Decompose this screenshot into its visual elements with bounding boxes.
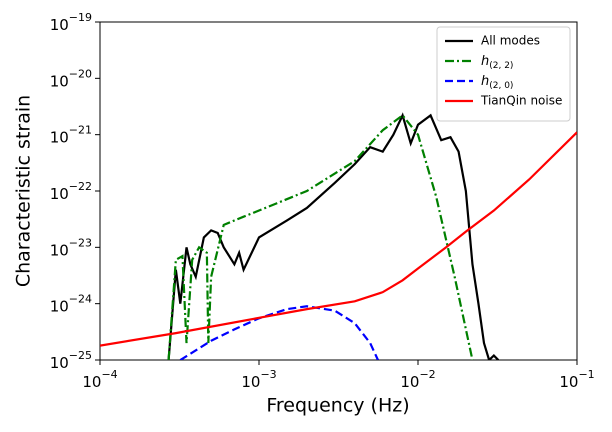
series-line	[167, 112, 500, 360]
y-axis-title: Characteristic strain	[13, 95, 35, 287]
y-tick-label: 10−25	[50, 349, 92, 372]
legend-box	[436, 26, 571, 122]
legend-label: h(2, 0)	[481, 74, 513, 91]
legend-label: h(2, 2)	[481, 54, 513, 71]
x-tick-label: 10−3	[241, 368, 276, 391]
y-tick-label: 10−21	[50, 124, 92, 147]
x-tick-label: 10−2	[400, 368, 435, 391]
series-line	[167, 113, 474, 360]
series-line	[179, 305, 379, 360]
x-axis-title: Frequency (Hz)	[266, 395, 409, 417]
x-tick-label: 10−4	[82, 368, 117, 391]
series-line	[100, 131, 577, 347]
y-tick-label: 10−23	[50, 236, 92, 258]
legend-label: TianQin noise	[480, 94, 562, 108]
y-tick-label: 10−24	[50, 293, 92, 316]
y-tick-label: 10−20	[50, 67, 92, 90]
y-tick-label: 10−22	[50, 180, 92, 203]
legend: All modes h(2, 2) h(2, 0) TianQin noise	[436, 26, 571, 122]
lines	[100, 112, 577, 360]
x-tick-label: 10−1	[559, 368, 594, 391]
y-tick-label: 10−19	[50, 11, 92, 34]
legend-label: All modes	[481, 34, 540, 48]
